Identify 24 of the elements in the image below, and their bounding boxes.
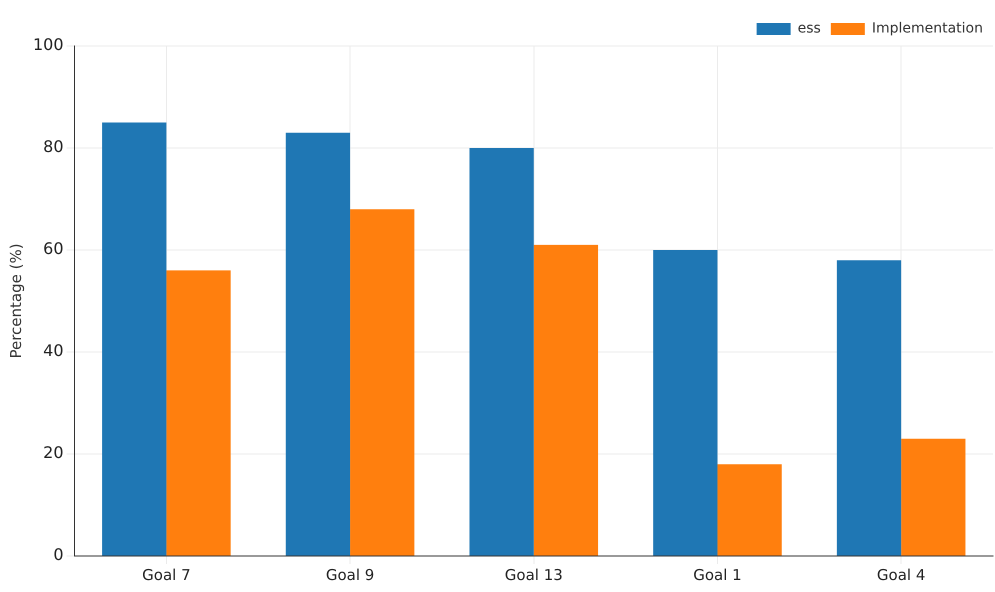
x-tick-label: Goal 4 — [876, 566, 926, 584]
bar — [836, 260, 902, 556]
bar — [286, 132, 350, 556]
bar — [717, 464, 782, 556]
bar — [901, 438, 966, 556]
y-tick-label: 0 — [53, 545, 64, 564]
x-tick-label: Goal 9 — [326, 566, 374, 584]
y-tick-label: 80 — [43, 137, 64, 156]
bar — [102, 122, 166, 556]
y-tick-label: 20 — [43, 443, 64, 462]
x-tick-label: Goal 7 — [142, 566, 191, 584]
bar — [469, 148, 534, 556]
bar — [166, 270, 231, 556]
x-tick-label: Goal 1 — [693, 566, 742, 584]
bar — [534, 244, 598, 556]
x-tick-label: Goal 13 — [504, 566, 563, 584]
y-axis-title: Percentage (%) — [6, 243, 25, 359]
y-tick-label: 40 — [43, 341, 64, 360]
legend-label: ess — [798, 20, 821, 37]
y-tick-label: 60 — [43, 239, 64, 258]
bar — [350, 209, 414, 556]
y-tick-label: 100 — [32, 35, 64, 54]
bar — [653, 250, 718, 556]
legend-label: Implementation — [872, 20, 984, 37]
